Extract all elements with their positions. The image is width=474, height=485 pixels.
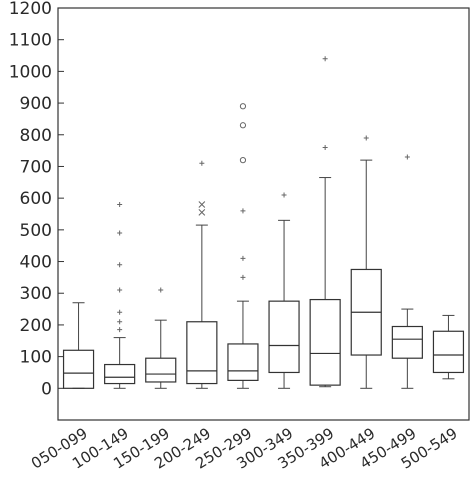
y-tick-label: 100 (20, 348, 52, 368)
box-200-249 (186, 160, 218, 389)
y-tick-label: 1000 (9, 62, 52, 82)
y-tick-label: 300 (20, 284, 52, 304)
outlier-point (240, 255, 246, 261)
plot-frame (57, 7, 470, 421)
y-tick-label: 1200 (9, 0, 52, 19)
iqr-box (432, 330, 465, 374)
box-350-399 (309, 56, 341, 388)
y-tick-label: 200 (20, 316, 52, 336)
box-300-349 (268, 192, 300, 389)
y-tick-label: 500 (20, 221, 52, 241)
box-050-099 (62, 302, 95, 389)
y-axis: 0 100 200 300 400 500 600 700 800 900 1000 1100 1200 (9, 0, 64, 399)
outlier-point (240, 274, 246, 280)
iqr-box (227, 343, 259, 381)
outlier-point (363, 135, 369, 141)
outlier-point (281, 192, 287, 198)
outlier-point (198, 201, 206, 208)
outlier-point (117, 309, 123, 315)
box-400-449 (350, 135, 382, 389)
outlier-point (322, 56, 328, 62)
y-tick-label: 700 (20, 157, 52, 177)
outlier-point (117, 287, 123, 293)
box-100-149 (104, 201, 136, 389)
outlier-point (117, 327, 123, 333)
outlier-point (117, 201, 123, 207)
iqr-box (186, 321, 218, 385)
iqr-box (309, 298, 341, 386)
outlier-point (239, 122, 247, 129)
iqr-box (62, 349, 95, 389)
box-500-549 (432, 314, 465, 380)
outlier-point (117, 230, 123, 236)
outlier-point (239, 103, 247, 110)
outlier-point (117, 262, 123, 268)
outlier-point (240, 208, 246, 214)
box-150-199 (145, 287, 177, 389)
outlier-point (239, 157, 247, 164)
y-tick-label: 600 (20, 189, 52, 209)
iqr-box (145, 357, 177, 383)
y-tick-label: 900 (20, 94, 52, 114)
box-250-299 (227, 103, 259, 389)
x-axis: 050-099100-149150-199200-249250-299300-3… (28, 424, 461, 472)
iqr-box (268, 300, 300, 374)
outlier-point (199, 160, 205, 166)
y-tick-label: 0 (41, 379, 52, 399)
box-450-499 (391, 154, 423, 389)
outlier-point (117, 319, 123, 325)
y-tick-label: 400 (20, 253, 52, 273)
iqr-box (391, 325, 423, 359)
iqr-box (104, 363, 136, 385)
y-tick-label: 800 (20, 126, 52, 146)
outlier-point (198, 209, 206, 216)
outlier-point (404, 154, 410, 160)
box-series (62, 56, 465, 389)
outlier-point (158, 287, 164, 293)
outlier-point (322, 144, 328, 150)
y-tick-label: 1100 (9, 31, 52, 51)
